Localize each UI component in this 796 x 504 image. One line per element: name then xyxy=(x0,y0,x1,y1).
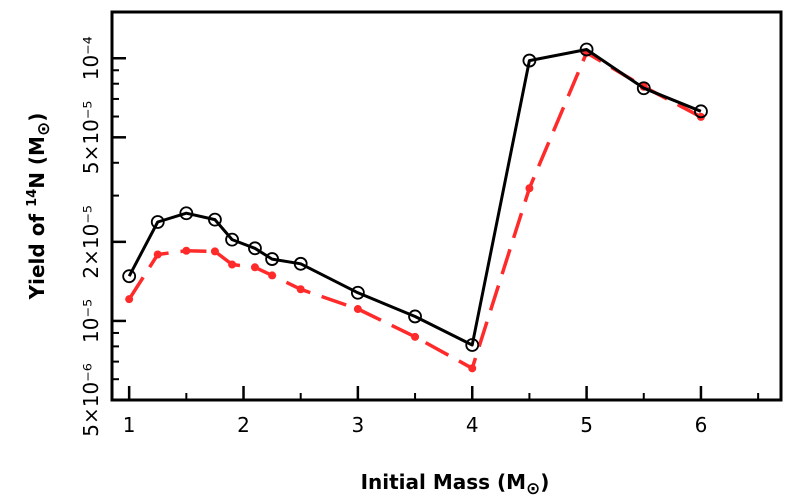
x-axis: 1 2 3 4 5 6 xyxy=(123,386,758,437)
x-tick-label: 1 xyxy=(123,413,136,437)
x-tick-label: 3 xyxy=(352,413,365,437)
dashed-series-point xyxy=(525,184,533,192)
dashed-series-point xyxy=(411,333,419,341)
series-layer xyxy=(123,43,707,372)
dashed-series-point xyxy=(354,305,362,313)
x-tick-label: 6 xyxy=(695,413,708,437)
dashed-series-point xyxy=(468,364,476,372)
dashed-series-line xyxy=(129,53,701,369)
solid-series-point xyxy=(123,270,135,282)
y-tick-label: 5×10⁻⁶ xyxy=(79,363,103,437)
solid-series-line xyxy=(129,50,701,346)
y-tick-label: 10⁻⁴ xyxy=(79,36,103,80)
x-axis-title: Initial Mass (M⊙) xyxy=(361,470,550,499)
x-tick-label: 4 xyxy=(466,413,479,437)
y-tick-label: 5×10⁻⁵ xyxy=(79,101,103,175)
y-tick-label: 2×10⁻⁵ xyxy=(79,205,103,279)
x-tick-label: 5 xyxy=(580,413,593,437)
dashed-series-point xyxy=(251,263,259,271)
dashed-series-point xyxy=(125,295,133,303)
dashed-series-point xyxy=(297,285,305,293)
plot-area xyxy=(112,12,781,400)
dashed-series-point xyxy=(228,260,236,268)
dashed-series-point xyxy=(211,247,219,255)
y-axis-title: Yield of 14N (M⊙) xyxy=(25,113,54,301)
y-tick-label: 10⁻⁵ xyxy=(79,299,103,343)
x-tick-label: 2 xyxy=(237,413,250,437)
y-axis: 5×10⁻⁶ 10⁻⁵ 2×10⁻⁵ 5×10⁻⁵ 10⁻⁴ xyxy=(79,36,126,437)
dashed-series-point xyxy=(154,251,162,259)
plot-frame xyxy=(112,12,781,400)
dashed-series-point xyxy=(182,247,190,255)
dashed-series-point xyxy=(268,271,276,279)
